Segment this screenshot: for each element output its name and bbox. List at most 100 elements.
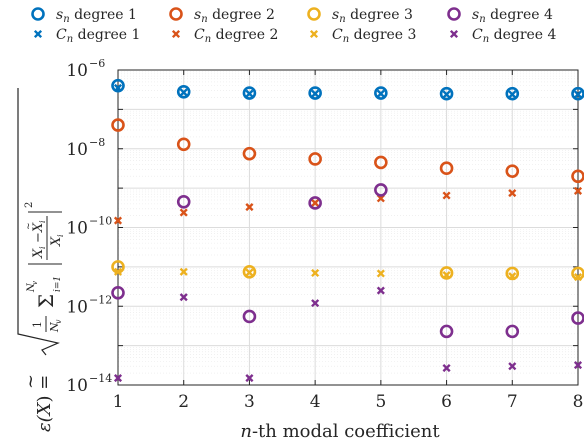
svg-text:v: v [31,281,39,285]
point-cross [245,203,254,212]
point-cross [179,208,188,217]
legend-label: Cn degree 1 [56,27,140,45]
x-tick-label: 1 [113,392,124,412]
point-cross [376,269,385,278]
series-marks [111,78,584,383]
svg-text:X: X [49,236,64,247]
point-circle [111,78,125,93]
point-circle [176,194,191,209]
legend-item: Cn degree 4 [449,27,557,45]
svg-text:N: N [26,282,37,293]
point-circle [374,183,388,197]
y-tick-exponent: −6 [89,57,105,70]
svg-text:~: ~ [24,222,34,230]
point-circle [308,152,322,166]
svg-text:~: ~ [20,374,41,389]
point-circle [176,137,191,152]
svg-text:v: v [54,319,63,324]
svg-text:2: 2 [24,202,35,208]
point-cross [113,83,123,93]
legend-circle-icon [307,7,321,21]
point-cross [179,267,188,276]
point-cross [113,267,123,276]
point-cross [311,198,320,208]
x-tick-label: 2 [178,392,189,412]
x-tick-label: 7 [507,392,518,412]
point-circle [505,164,520,178]
point-circle [242,309,257,324]
legend-label: sn degree 2 [194,7,275,25]
point-cross [573,90,583,99]
point-circle [439,86,454,101]
point-cross [573,273,583,282]
svg-text:X: X [31,248,46,259]
point-cross [113,374,123,383]
y-tick-exponent: −10 [89,215,112,228]
legend: sn degree 1 sn degree 2 sn degree 3 sn degr… [31,7,557,45]
y-tick-label: 10 [66,376,88,396]
point-cross [113,216,123,225]
svg-text:X: X [31,222,46,233]
point-cross [442,363,451,373]
point-cross [508,272,517,281]
x-axis-label: n-th modal coefficient [240,421,440,442]
point-cross [442,90,451,99]
svg-text:−: − [31,232,46,243]
y-tick-exponent: −14 [89,372,112,385]
series-4 [113,186,583,225]
point-circle [505,86,520,101]
legend-label: sn degree 1 [56,7,137,25]
series-5 [111,260,584,281]
svg-text:i: i [38,246,47,249]
series-6 [113,267,583,282]
legend-label: Cn degree 2 [194,27,278,45]
axis-ticks [117,69,579,386]
series-2 [113,83,583,99]
point-circle [374,86,388,100]
point-circle [439,266,454,280]
svg-text:i=1: i=1 [53,276,63,292]
legend-item: Cn degree 2 [171,27,278,45]
x-tick-labels: 1 2 3 4 5 6 7 8 [113,392,584,412]
point-circle [308,196,322,210]
legend-item: Cn degree 1 [33,27,140,45]
svg-text:Σ: Σ [34,294,58,308]
series-8 [113,286,583,383]
legend-cross-icon [33,29,43,39]
x-tick-label: 3 [244,392,255,412]
legend-cross-icon [171,29,181,39]
point-cross [508,188,517,198]
x-tick-label: 6 [441,392,452,412]
point-cross [573,361,583,370]
y-tick-exponent: −8 [89,136,105,149]
point-cross [442,191,451,200]
series-3 [111,118,584,184]
legend-item: sn degree 3 [307,7,413,25]
point-cross [376,89,385,98]
sqrt-sign [17,88,60,356]
x-tick-label: 4 [310,392,321,412]
point-cross [245,374,254,383]
point-cross [311,299,320,308]
point-circle [242,264,257,279]
point-cross [573,186,583,195]
x-tick-label: 8 [573,392,584,412]
legend-circle-icon [31,7,45,21]
point-cross [179,293,188,302]
legend-item: sn degree 2 [169,7,275,25]
svg-text:ε(X) =: ε(X) = [34,375,55,432]
legend-cross-icon [309,29,319,39]
grid [117,69,579,386]
y-tick-label: 10 [66,297,88,317]
point-circle [111,118,125,132]
svg-text:i: i [56,234,65,237]
legend-label: Cn degree 3 [332,27,416,45]
point-cross [311,268,320,278]
point-cross [508,90,517,99]
point-circle [242,86,257,100]
legend-cross-icon [449,29,459,39]
series-1 [111,78,584,101]
point-cross [245,268,254,277]
legend-label: sn degree 3 [332,7,413,25]
